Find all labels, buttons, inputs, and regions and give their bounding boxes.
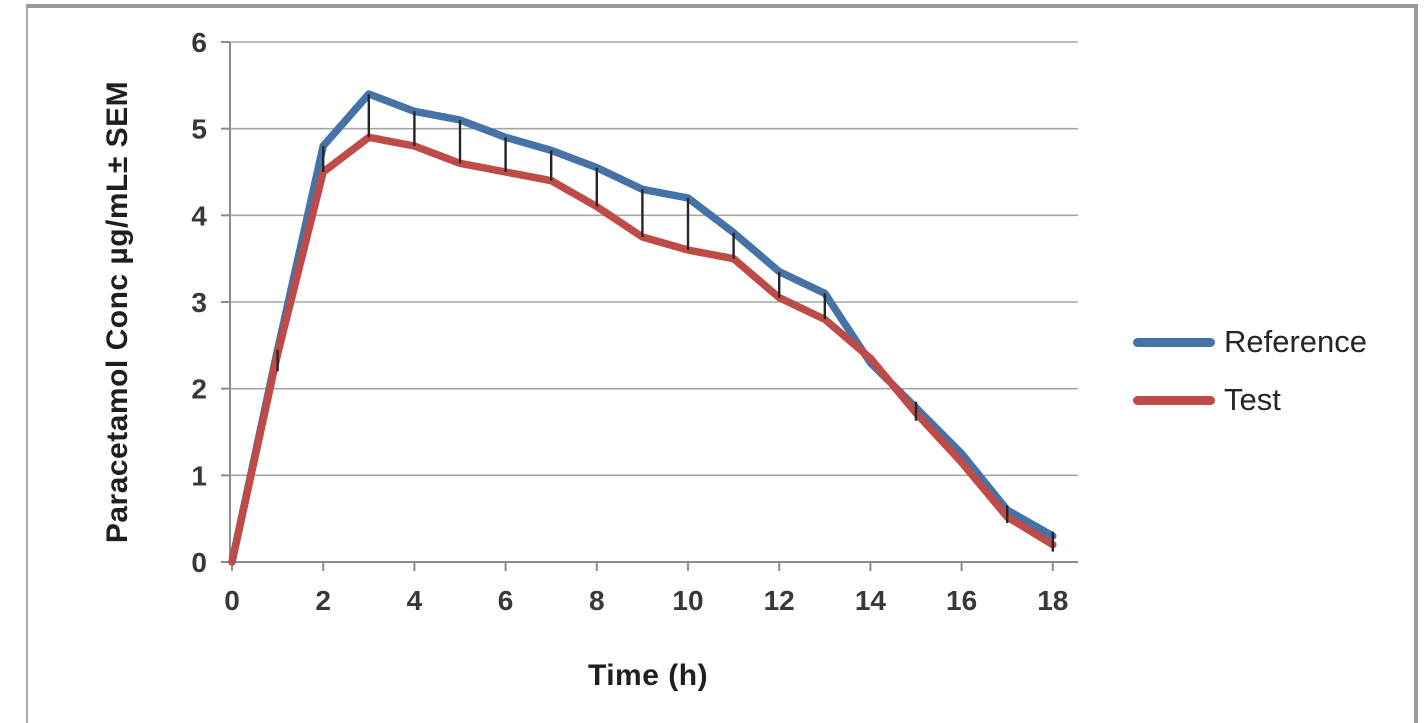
legend-label-reference: Reference <box>1224 324 1368 359</box>
x-tick-label: 6 <box>498 585 514 616</box>
x-tick-label: 4 <box>407 585 423 616</box>
legend-item-test: Test <box>1133 382 1367 417</box>
reference-legend-swatch <box>1133 337 1215 347</box>
legend-item-reference: Reference <box>1133 324 1368 359</box>
test-legend-swatch <box>1133 395 1215 405</box>
reference-line <box>228 90 1057 566</box>
y-axis-title: Paracetamol Conc µg/mL± SEM <box>101 80 134 544</box>
x-axis-title: Time (h) <box>587 659 709 692</box>
y-tick-label: 2 <box>191 374 207 405</box>
y-tick-label: 0 <box>191 547 207 578</box>
y-tick-label: 4 <box>191 200 207 231</box>
x-tick-label: 2 <box>315 585 331 616</box>
y-tick-label: 6 <box>191 27 207 58</box>
legend-label-test: Test <box>1224 382 1281 417</box>
x-tick-label: 18 <box>1037 585 1068 616</box>
y-tick-label: 3 <box>191 287 207 318</box>
y-tick-label: 1 <box>191 460 207 491</box>
x-tick-label: 12 <box>764 585 795 616</box>
x-tick-label: 10 <box>672 585 703 616</box>
x-tick-label: 16 <box>946 585 977 616</box>
y-tick-label: 5 <box>191 114 207 145</box>
x-tick-label: 14 <box>855 585 887 616</box>
x-tick-label: 0 <box>224 585 240 616</box>
x-tick-label: 8 <box>589 585 605 616</box>
legend: Reference Test <box>1133 324 1368 442</box>
